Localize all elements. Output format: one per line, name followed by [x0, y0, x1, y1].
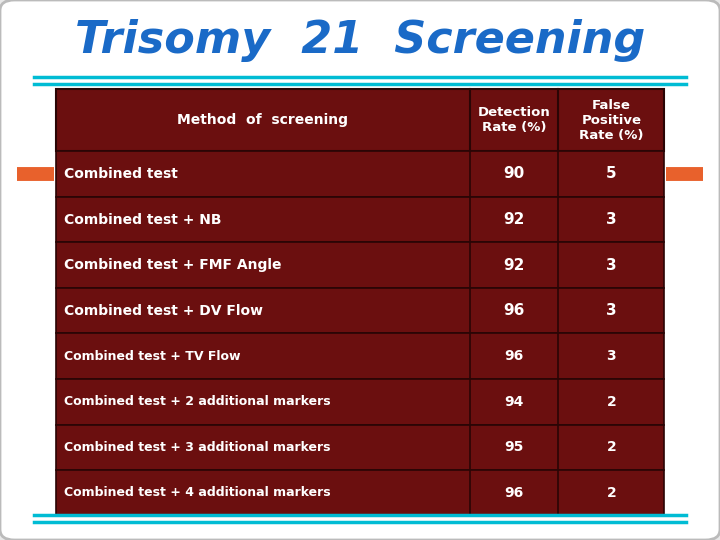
Bar [55, 197, 665, 242]
Text: 5: 5 [606, 166, 616, 181]
Text: 92: 92 [503, 258, 525, 273]
Text: Combined test + 4 additional markers: Combined test + 4 additional markers [64, 487, 330, 500]
Bar [55, 470, 665, 516]
Text: False
Positive
Rate (%): False Positive Rate (%) [579, 99, 644, 141]
Text: 3: 3 [606, 303, 616, 318]
Text: 3: 3 [606, 349, 616, 363]
Text: Combined test + 2 additional markers: Combined test + 2 additional markers [64, 395, 330, 408]
Text: 96: 96 [504, 349, 523, 363]
Text: 3: 3 [606, 212, 616, 227]
Text: 94: 94 [504, 395, 523, 409]
Text: 2: 2 [606, 395, 616, 409]
Text: Combined test + 3 additional markers: Combined test + 3 additional markers [64, 441, 330, 454]
Text: 2: 2 [606, 486, 616, 500]
Text: Combined test: Combined test [64, 167, 178, 181]
Bar [55, 89, 665, 151]
Text: Trisomy  21  Screening: Trisomy 21 Screening [75, 19, 645, 62]
Text: 96: 96 [503, 303, 525, 318]
Bar [55, 424, 665, 470]
Text: Combined test + NB: Combined test + NB [64, 213, 222, 227]
Text: Detection
Rate (%): Detection Rate (%) [477, 106, 550, 134]
Text: Method  of  screening: Method of screening [177, 113, 348, 127]
Bar [55, 151, 665, 197]
Text: 2: 2 [606, 440, 616, 454]
Bar [55, 379, 665, 424]
Text: 92: 92 [503, 212, 525, 227]
Text: 90: 90 [503, 166, 525, 181]
Bar [55, 242, 665, 288]
Bar [55, 333, 665, 379]
Text: 95: 95 [504, 440, 523, 454]
Text: Combined test + DV Flow: Combined test + DV Flow [64, 303, 264, 318]
Text: 3: 3 [606, 258, 616, 273]
Bar [55, 288, 665, 333]
Text: 96: 96 [504, 486, 523, 500]
Text: Combined test + TV Flow: Combined test + TV Flow [64, 350, 240, 363]
Text: Combined test + FMF Angle: Combined test + FMF Angle [64, 258, 282, 272]
